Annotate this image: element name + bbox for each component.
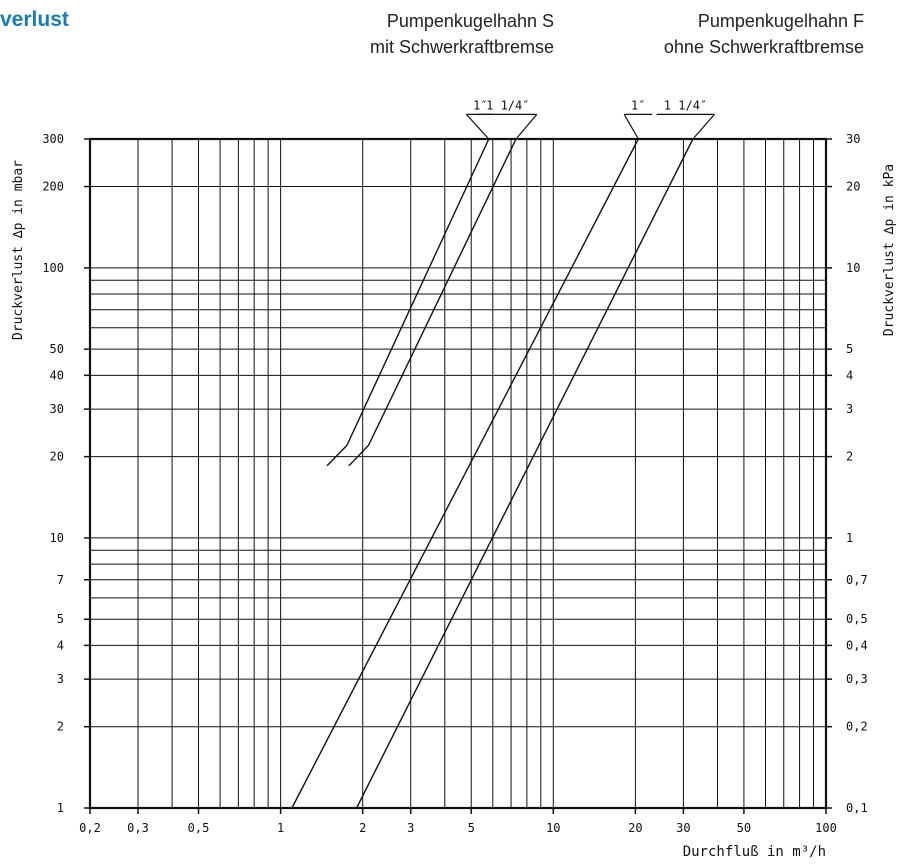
y-tick-label-right: 30: [846, 132, 860, 146]
x-tick-label: 3: [407, 821, 414, 835]
header-f-line2: ohne Schwerkraftbremse: [663, 37, 864, 57]
y-tick-label-right: 4: [846, 368, 853, 382]
y-tick-label-right: 1: [846, 531, 853, 545]
chart-title: verlust: [0, 8, 69, 31]
y-tick-label-left: 300: [42, 132, 64, 146]
x-tick-label: 100: [815, 821, 837, 835]
x-tick-label: 0,5: [188, 821, 210, 835]
x-tick-label: 0,2: [79, 821, 101, 835]
y-axis-label-right: Druckverlust ∆p in kPa: [882, 164, 897, 336]
series-leader-4: [692, 114, 715, 140]
series-line-3: [291, 138, 639, 809]
y-tick-label-left: 4: [57, 638, 64, 652]
y-tick-label-right: 10: [846, 261, 860, 275]
y-axis-left-ticks: 1 2 3 4 5 7 10 20 30 40 50 100 200 300: [42, 132, 90, 815]
x-tick-label: 5: [468, 821, 475, 835]
y-tick-label-right: 0,1: [846, 801, 868, 815]
series-line-2: [348, 138, 517, 467]
header-s-line1: Pumpenkugelhahn S: [386, 11, 554, 31]
y-tick-label-right: 0,3: [846, 672, 868, 686]
series-label-1: 1″: [473, 98, 487, 112]
y-tick-label-right: 0,2: [846, 720, 868, 734]
x-tick-label: 10: [546, 821, 560, 835]
series-label-4: 1 1/4″: [664, 98, 707, 112]
y-tick-label-left: 100: [42, 261, 64, 275]
x-axis-label: Durchfluß in m³/h: [683, 844, 826, 860]
series-leader-2: [515, 114, 538, 140]
x-tick-label: 1: [277, 821, 284, 835]
x-tick-label: 50: [737, 821, 751, 835]
x-tick-label: 30: [676, 821, 690, 835]
x-tick-label: 20: [628, 821, 642, 835]
y-tick-label-left: 30: [50, 402, 64, 416]
y-tick-label-right: 0,5: [846, 612, 868, 626]
x-tick-label: 2: [359, 821, 366, 835]
y-tick-label-left: 20: [50, 450, 64, 464]
y-tick-label-left: 10: [50, 531, 64, 545]
y-tick-label-left: 50: [50, 342, 64, 356]
x-axis-ticks: 0,2 0,3 0,5 1 2 3 5 10 20 30 50 100: [79, 808, 837, 835]
series-curves: 1″1 1/4″ 1″ 1 1/4″: [291, 98, 715, 809]
y-tick-label-left: 2: [57, 720, 64, 734]
y-tick-label-right: 0,4: [846, 638, 868, 652]
series-line-4: [355, 138, 694, 809]
header-pumpenkugelhahn-s: Pumpenkugelhahn S mit Schwerkraftbremse: [300, 8, 554, 60]
plot-frame: [88, 137, 828, 810]
series-leader-3: [623, 114, 639, 140]
y-axis-right-ticks: 0,1 0,2 0,3 0,4 0,5 0,7 1 2 3 4 5 10 20 30: [826, 132, 868, 815]
y-tick-label-right: 5: [846, 342, 853, 356]
y-tick-label-left: 1: [57, 801, 64, 815]
y-tick-label-left: 200: [42, 180, 64, 194]
series-label-3: 1″: [631, 98, 645, 112]
y-tick-label-right: 0,7: [846, 573, 868, 587]
y-tick-label-left: 3: [57, 672, 64, 686]
y-tick-label-right: 2: [846, 450, 853, 464]
y-tick-label-right: 20: [846, 180, 860, 194]
series-line-1: [326, 138, 490, 467]
y-tick-label-left: 5: [57, 612, 64, 626]
x-tick-label: 0,3: [127, 821, 149, 835]
y-tick-label-left: 7: [57, 573, 64, 587]
header-f-line1: Pumpenkugelhahn F: [697, 11, 864, 31]
series-label-2: 1 1/4″: [486, 98, 529, 112]
header-pumpenkugelhahn-f: Pumpenkugelhahn F ohne Schwerkraftbremse: [580, 8, 864, 60]
header-s-line2: mit Schwerkraftbremse: [369, 37, 554, 57]
y-axis-label-left: Druckverlust ∆p in mbar: [11, 160, 26, 340]
y-tick-label-left: 40: [50, 368, 64, 382]
series-leader-1: [465, 113, 490, 140]
grid-lines: [89, 138, 827, 809]
y-tick-label-right: 3: [846, 402, 853, 416]
